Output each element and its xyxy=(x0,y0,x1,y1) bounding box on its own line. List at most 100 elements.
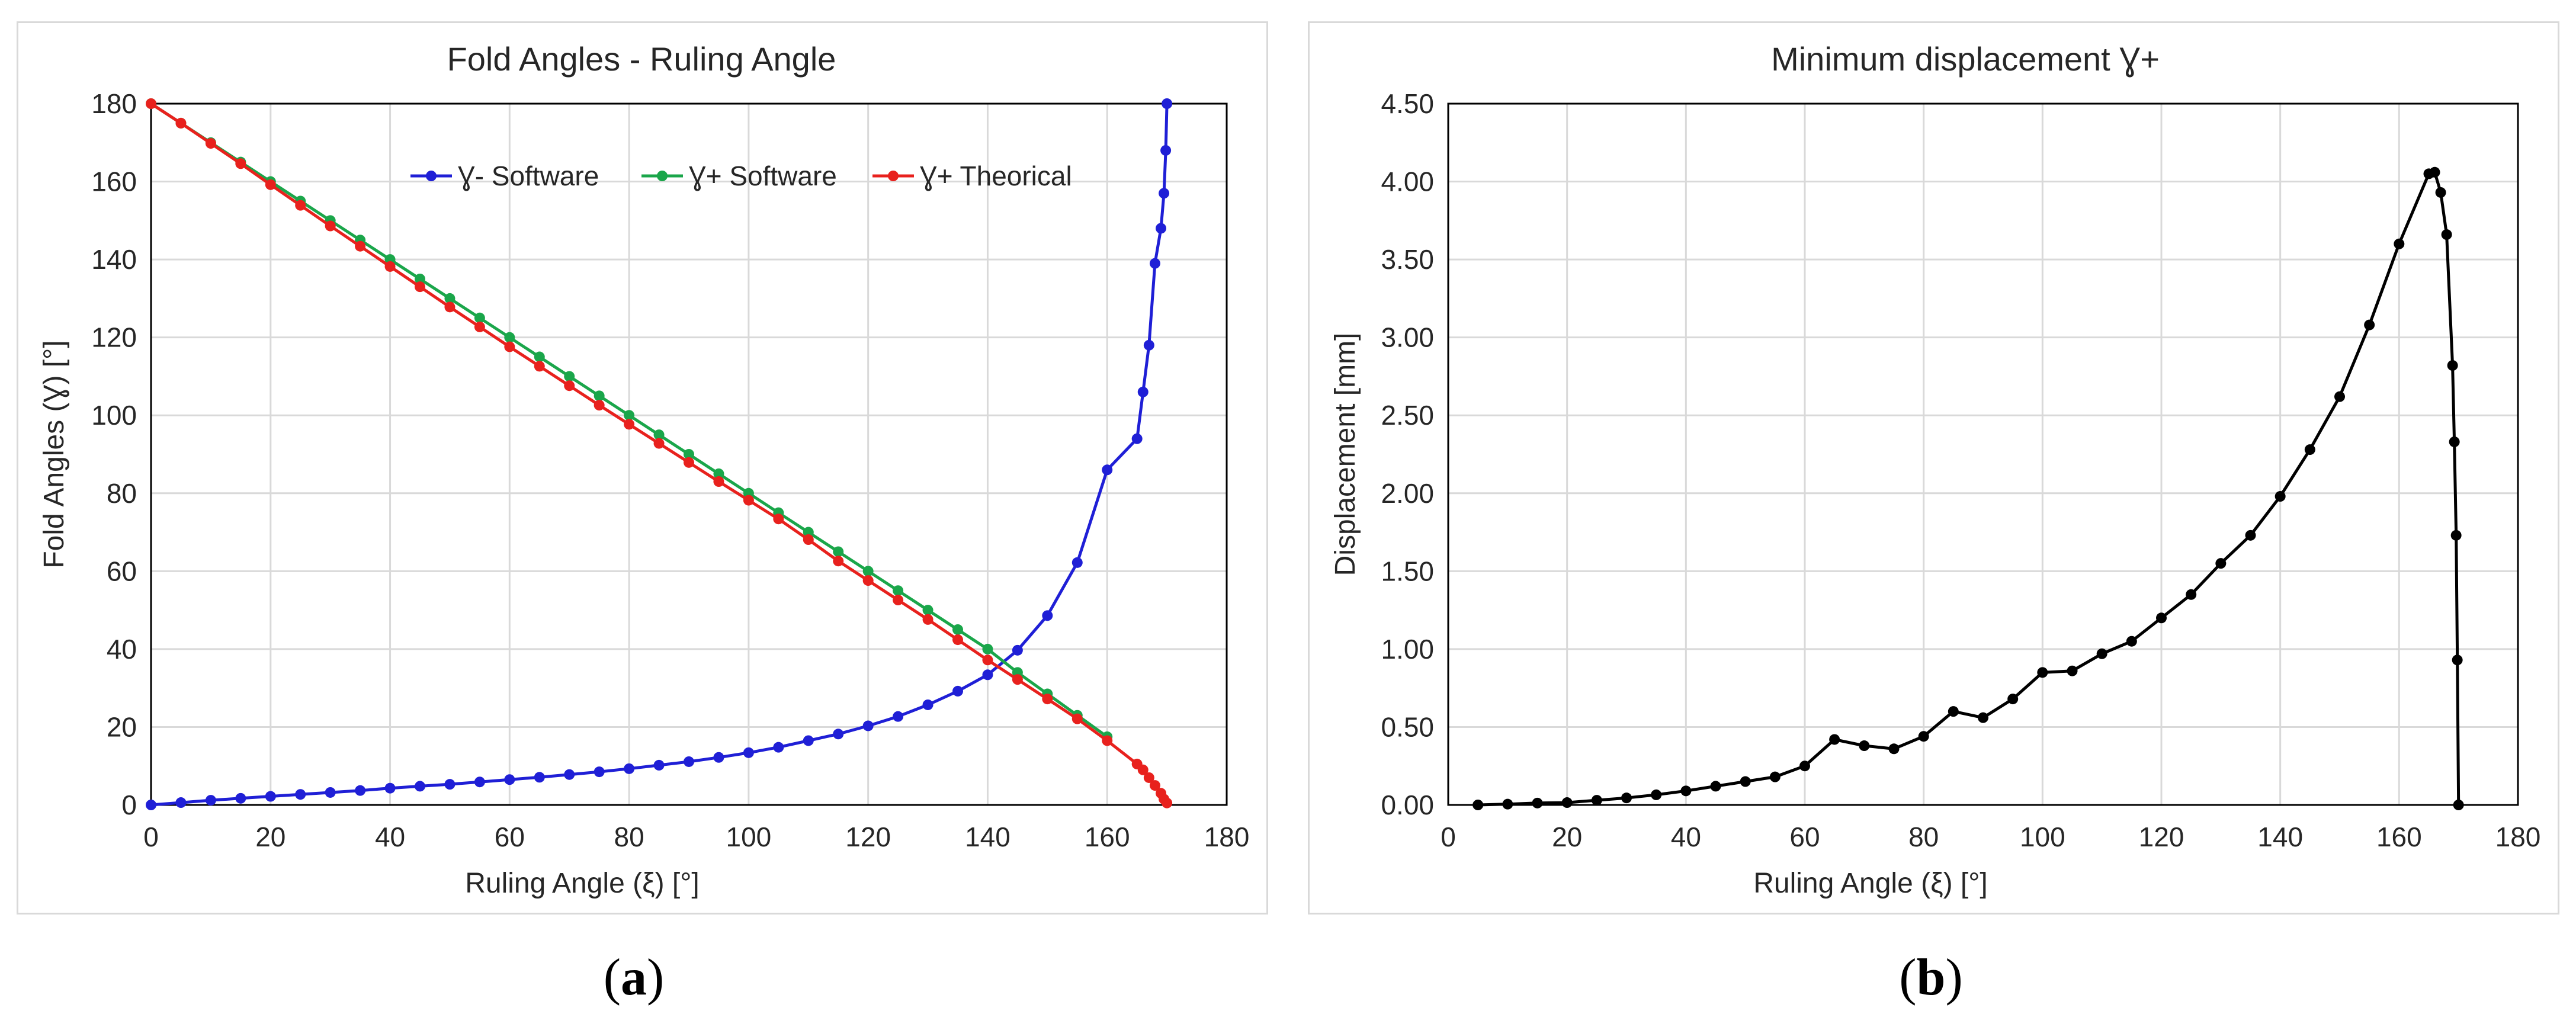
data-point xyxy=(1162,98,1173,109)
plot-frame xyxy=(150,102,1228,806)
data-point xyxy=(2126,636,2137,647)
data-point xyxy=(1012,644,1023,656)
data-point xyxy=(415,281,425,293)
caption-b-letter: b xyxy=(1916,949,1946,1006)
data-point xyxy=(175,117,187,129)
x-tick-label: 140 xyxy=(965,822,1010,852)
data-point xyxy=(624,419,635,430)
data-point xyxy=(1799,761,1810,772)
data-point xyxy=(2452,654,2463,666)
series-line xyxy=(1478,171,2460,807)
chart-panel-fold-angles: 0 20 40 60 80 100 120 140 160 180 0 20 40 60 80 100 120 1… xyxy=(17,21,1268,915)
data-point xyxy=(2037,667,2048,678)
data-point xyxy=(1473,800,1484,810)
data-point xyxy=(922,699,933,710)
y-axis-title: Fold Angles (Ɣ) [°] xyxy=(39,340,70,568)
data-point xyxy=(205,138,216,149)
data-point xyxy=(684,756,694,767)
data-point xyxy=(1162,797,1173,808)
data-point xyxy=(295,789,306,800)
data-point xyxy=(295,200,306,211)
data-point xyxy=(325,787,336,798)
data-point xyxy=(653,438,665,449)
y-tick-label: 140 xyxy=(91,244,137,275)
data-point xyxy=(1042,610,1053,621)
data-point xyxy=(1710,781,1721,792)
x-tick-label: 180 xyxy=(2495,822,2541,852)
data-point xyxy=(1072,557,1083,568)
x-tick-label: 0 xyxy=(143,822,159,852)
data-point xyxy=(833,546,844,557)
data-point xyxy=(504,774,515,785)
y-tick-label: 3.50 xyxy=(1381,244,1434,275)
data-point xyxy=(1561,797,1573,808)
x-tick-label: 160 xyxy=(1085,822,1130,852)
data-point xyxy=(564,371,575,382)
data-point xyxy=(594,390,605,402)
legend-marker xyxy=(657,171,668,181)
data-point xyxy=(2245,530,2256,541)
data-point xyxy=(1102,735,1113,746)
data-point xyxy=(1072,713,1083,724)
data-point xyxy=(952,634,963,646)
data-point xyxy=(2096,648,2107,659)
data-point xyxy=(624,410,635,421)
data-point xyxy=(2447,360,2458,371)
x-axis-title: Ruling Angle (ξ) [°] xyxy=(465,868,700,899)
legend-marker xyxy=(888,171,899,181)
fold-angles-chart: 0 20 40 60 80 100 120 140 160 180 0 20 40 60 80 100 120 1… xyxy=(39,40,1250,899)
data-point xyxy=(1859,740,1870,752)
data-point xyxy=(2429,166,2440,178)
data-point xyxy=(1829,734,1840,745)
data-point xyxy=(2449,436,2460,447)
data-point xyxy=(1149,258,1160,269)
data-point xyxy=(713,752,724,763)
data-point xyxy=(444,779,455,790)
x-tick-label: 40 xyxy=(375,822,405,852)
data-point xyxy=(384,782,396,794)
y-tick-label: 2.00 xyxy=(1381,478,1434,509)
data-point xyxy=(982,654,993,666)
legend-marker xyxy=(426,171,437,181)
data-point xyxy=(384,261,396,272)
data-point xyxy=(355,240,366,252)
data-point xyxy=(265,791,276,802)
data-point xyxy=(862,575,874,586)
data-point xyxy=(534,361,545,372)
data-point xyxy=(474,312,485,323)
data-point xyxy=(952,685,963,697)
data-point xyxy=(205,795,216,806)
data-point xyxy=(1012,674,1023,685)
data-point xyxy=(594,766,605,778)
y-tick-label: 180 xyxy=(91,88,137,119)
data-point xyxy=(2275,491,2286,502)
data-point xyxy=(653,429,665,441)
x-tick-label: 80 xyxy=(1908,822,1939,852)
data-point xyxy=(415,781,425,792)
y-axis-title: Displacement [mm] xyxy=(1330,333,1361,576)
x-axis-title: Ruling Angle (ξ) [°] xyxy=(1753,868,1988,899)
x-tick-label: 40 xyxy=(1671,822,1701,852)
data-point xyxy=(803,735,814,746)
data-point xyxy=(564,769,575,780)
data-point xyxy=(2435,187,2446,198)
data-point xyxy=(862,720,874,731)
data-point xyxy=(2441,229,2452,240)
data-point xyxy=(833,729,844,740)
data-point xyxy=(624,763,635,774)
data-point xyxy=(1888,743,1900,755)
data-point xyxy=(922,614,933,625)
data-point xyxy=(1137,764,1149,775)
y-tick-label: 2.50 xyxy=(1381,400,1434,431)
y-tick-label: 0 xyxy=(121,790,137,820)
data-point xyxy=(2067,665,2078,676)
x-tick-label: 80 xyxy=(614,822,644,852)
data-point xyxy=(1918,731,1929,742)
x-tick-label: 180 xyxy=(1204,822,1250,852)
x-tick-label: 160 xyxy=(2376,822,2422,852)
x-tick-label: 60 xyxy=(1789,822,1820,852)
data-point xyxy=(713,468,724,479)
data-point xyxy=(952,624,963,635)
data-point xyxy=(1102,464,1113,476)
data-point xyxy=(713,476,724,487)
